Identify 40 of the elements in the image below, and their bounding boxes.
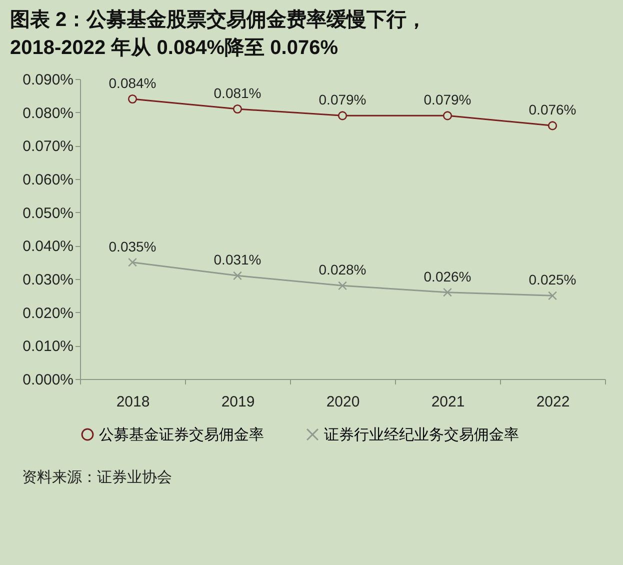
y-tick-label: 0.010% <box>22 338 74 356</box>
point <box>232 104 242 114</box>
y-tick-label: 0.000% <box>22 372 74 388</box>
legend-label: 公募基金证券交易佣金率 <box>99 426 264 444</box>
data-label: 0.076% <box>528 102 576 118</box>
point <box>128 258 138 267</box>
chart-subtitle: 2018-2022 年从 0.084%降至 0.076% <box>10 37 338 59</box>
x-tick-label: 2020 <box>326 394 360 410</box>
x-tick-label: 2021 <box>431 394 465 410</box>
data-label: 0.084% <box>108 75 156 91</box>
point <box>442 111 452 120</box>
y-tick-label: 0.090% <box>22 72 74 88</box>
point <box>232 271 242 280</box>
y-tick-label: 0.040% <box>22 238 74 256</box>
text: 资料来源：证券业协会 <box>21 468 173 487</box>
data-label: 0.028% <box>318 262 366 278</box>
data-label: 0.079% <box>424 92 472 108</box>
y-tick-label: 0.060% <box>22 172 74 188</box>
y-tick-label: 0.080% <box>22 104 74 122</box>
y-tick-label: 0.020% <box>22 304 74 322</box>
x-tick-label: 2022 <box>536 394 570 410</box>
data-label: 0.026% <box>424 268 472 284</box>
x-tick-label: 2019 <box>221 394 255 410</box>
data-label: 0.031% <box>214 252 262 268</box>
chart-title: 图表 2：公募基金股票交易佣金费率缓慢下行， <box>10 8 427 31</box>
y-tick-label: 0.050% <box>22 204 74 222</box>
point <box>338 281 348 290</box>
legend-label: 证券行业经纪业务交易佣金率 <box>324 426 519 444</box>
y-tick-label: 0.030% <box>22 272 74 288</box>
point <box>442 288 452 297</box>
y-tick-label: 0.070% <box>22 138 74 156</box>
data-label: 0.025% <box>528 272 576 288</box>
point <box>548 291 558 300</box>
data-label: 0.035% <box>108 238 156 254</box>
point <box>548 121 558 130</box>
point <box>128 94 138 104</box>
point <box>338 111 348 120</box>
data-label: 0.081% <box>214 85 262 101</box>
data-label: 0.079% <box>318 92 366 108</box>
x-tick-label: 2018 <box>116 394 150 410</box>
